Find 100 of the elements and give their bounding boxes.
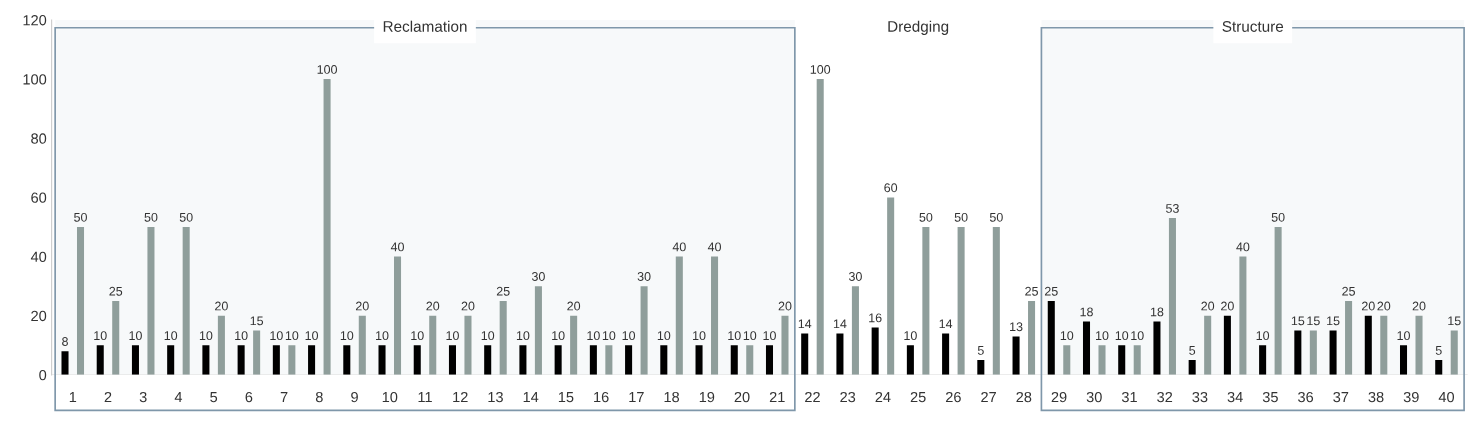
bar [534, 286, 542, 375]
bar [977, 360, 985, 375]
bar [448, 345, 456, 375]
bar [61, 351, 69, 375]
bar [378, 345, 386, 375]
bar [1223, 315, 1231, 375]
bar [1118, 345, 1126, 375]
bar [288, 345, 296, 375]
bar [957, 226, 965, 375]
bar [942, 333, 950, 375]
x-tick-label: 25 [910, 391, 926, 403]
data-label: 10 [728, 331, 741, 341]
x-tick-label: 14 [523, 392, 539, 403]
data-label: 10 [1131, 331, 1144, 341]
bar [801, 333, 809, 375]
data-label: 10 [376, 331, 389, 341]
bar [906, 345, 914, 375]
bar [1400, 345, 1408, 375]
data-label: 14 [939, 319, 953, 329]
bar [836, 333, 844, 375]
data-label: 18 [1080, 307, 1093, 317]
data-label: 50 [144, 212, 158, 222]
bar [1345, 300, 1353, 375]
x-tick-label: 21 [769, 391, 785, 403]
bar [675, 256, 683, 375]
bar [1415, 315, 1423, 375]
data-label: 10 [270, 331, 283, 341]
x-tick-label: 3 [139, 391, 147, 403]
data-label: 10 [552, 331, 565, 341]
annotation: Dredging [888, 20, 949, 35]
bar [96, 345, 104, 375]
bar [1259, 345, 1267, 375]
bar [625, 345, 633, 375]
bar [570, 315, 578, 375]
x-tick-label: 38 [1368, 391, 1384, 403]
data-label: 20 [215, 301, 228, 311]
data-label: 10 [285, 331, 299, 341]
x-tick-label: 28 [1016, 391, 1032, 403]
data-label: 5 [1435, 346, 1442, 355]
x-tick-label: 37 [1333, 391, 1349, 403]
x-tick-label: 9 [351, 391, 358, 403]
data-label: 20 [1412, 301, 1426, 311]
x-tick-label: 20 [734, 391, 750, 403]
bar [922, 226, 930, 375]
bar [711, 256, 719, 375]
bar [730, 345, 738, 375]
data-label: 18 [1150, 307, 1164, 317]
data-label: 14 [833, 319, 847, 329]
x-tick-label: 35 [1262, 391, 1278, 403]
band-label: Reclamation [383, 20, 467, 32]
bar [746, 345, 754, 375]
bar [871, 327, 879, 375]
bar [1012, 336, 1020, 375]
data-label: 10 [164, 331, 178, 341]
bar [112, 300, 120, 375]
bar [323, 79, 331, 375]
bar [605, 345, 613, 375]
data-label: 10 [602, 331, 616, 341]
data-label: 16 [869, 313, 882, 323]
x-tick-label: 33 [1192, 391, 1208, 403]
bar [202, 345, 210, 375]
data-label: 10 [1115, 331, 1129, 341]
data-label: 20 [778, 301, 792, 311]
x-tick-label: 31 [1121, 391, 1137, 403]
data-label: 10 [411, 331, 424, 341]
data-label: 20 [1221, 301, 1234, 311]
bar [1309, 330, 1317, 375]
bar [1364, 315, 1372, 375]
y-tick-label: 80 [31, 133, 47, 144]
data-label: 10 [129, 331, 142, 341]
bar [1133, 345, 1141, 375]
bar [464, 315, 472, 375]
data-label: 30 [848, 272, 862, 281]
x-tick-label: 39 [1403, 391, 1419, 403]
x-tick-label: 40 [1438, 391, 1455, 403]
bar [343, 345, 351, 375]
bar [1450, 330, 1458, 375]
x-tick-label: 15 [558, 392, 574, 403]
data-label: 15 [1291, 316, 1305, 326]
data-label: 20 [567, 301, 581, 311]
x-tick-label: 11 [418, 392, 432, 403]
x-tick-label: 17 [629, 392, 644, 403]
data-label: 15 [250, 316, 264, 326]
data-label: 40 [1236, 242, 1250, 252]
bar [851, 286, 859, 375]
bar [76, 226, 85, 375]
bar [1063, 345, 1071, 375]
data-label: 10 [693, 331, 706, 341]
x-tick-label: 26 [945, 391, 961, 403]
data-label: 50 [179, 212, 193, 222]
y-tick-label: 0 [39, 369, 47, 381]
y-tick-label: 20 [31, 310, 47, 322]
x-tick-label: 24 [875, 391, 891, 403]
data-label: 50 [919, 212, 933, 222]
data-label: 10 [657, 331, 671, 341]
bar [1047, 300, 1055, 375]
x-tick-label: 29 [1051, 391, 1067, 403]
data-label: 50 [74, 212, 87, 222]
x-tick-label: 19 [699, 391, 715, 403]
data-label: 8 [62, 337, 68, 346]
